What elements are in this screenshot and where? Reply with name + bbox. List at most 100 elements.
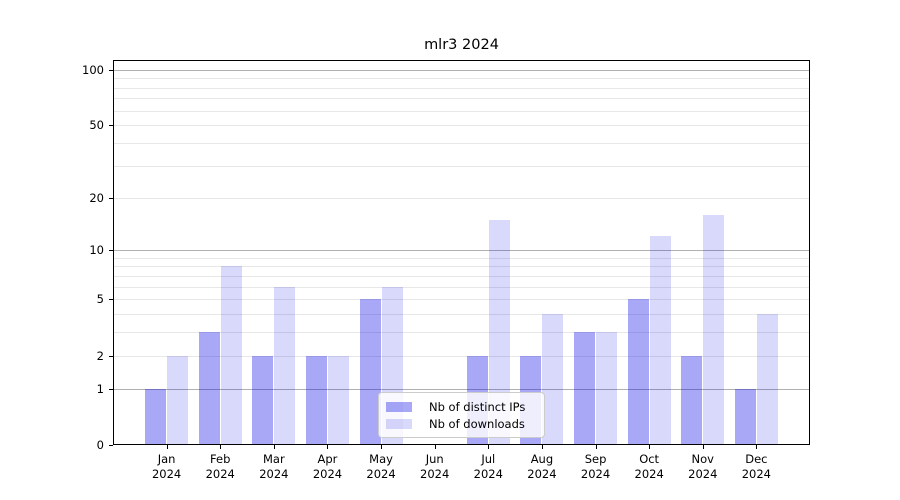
y-tick-label-10: 10 [89, 243, 104, 258]
x-tick-month-jul: Jul [481, 452, 496, 466]
x-tick-mark-jun [434, 445, 436, 449]
bar-downloads-nov [703, 214, 725, 444]
x-tick-label-jan: Jan 2024 [137, 452, 197, 481]
x-tick-label-aug: Aug 2024 [512, 452, 572, 481]
bar-distinct-ips-oct [627, 299, 649, 444]
y-tick-mark-20 [109, 197, 113, 199]
legend-item-distinct-ips: Nb of distinct IPs [386, 398, 535, 415]
x-tick-label-mar: Mar 2024 [244, 452, 304, 481]
gridline-minor-6 [114, 286, 809, 288]
y-tick-label-50: 50 [89, 118, 104, 133]
x-tick-label-nov: Nov 2024 [673, 452, 733, 481]
x-tick-label-oct: Oct 2024 [619, 452, 679, 481]
gridline-minor-40 [114, 143, 809, 145]
gridline-minor-4 [114, 314, 809, 316]
bar-distinct-ips-feb [198, 332, 220, 444]
y-tick-label-5: 5 [96, 292, 104, 307]
gridline-minor-9 [114, 257, 809, 259]
gridline-minor-2 [114, 355, 809, 357]
y-tick-mark-0 [109, 445, 113, 446]
x-tick-month-jun: Jun [425, 452, 444, 466]
gridline-minor-7 [114, 275, 809, 277]
bar-downloads-dec [756, 314, 778, 444]
legend-swatch-distinct-ips [386, 401, 412, 412]
x-tick-label-may: May 2024 [351, 452, 411, 481]
x-tick-year-jan: 2024 [151, 466, 182, 481]
bar-downloads-feb [220, 266, 242, 444]
x-tick-year-sep: 2024 [580, 466, 611, 481]
bar-distinct-ips-mar [252, 355, 274, 444]
y-tick-label-1: 1 [96, 381, 104, 396]
x-tick-month-feb: Feb [210, 452, 231, 466]
bar-downloads-apr [327, 355, 349, 444]
bar-downloads-aug [542, 314, 564, 444]
gridline-major-1 [114, 388, 809, 390]
bar-downloads-jan [167, 355, 189, 444]
x-tick-year-dec: 2024 [741, 466, 772, 481]
x-tick-year-aug: 2024 [527, 466, 557, 481]
gridline-minor-60 [114, 110, 809, 112]
x-tick-mark-aug [541, 445, 543, 449]
x-tick-label-apr: Apr 2024 [297, 452, 357, 481]
x-tick-label-jul: Jul 2024 [458, 452, 518, 481]
x-tick-mark-may [381, 445, 383, 449]
chart-title: mlr3 2024 [424, 37, 499, 53]
x-tick-month-mar: Mar [262, 452, 285, 466]
bar-distinct-ips-jan [145, 388, 167, 444]
x-tick-month-sep: Sep [584, 452, 607, 466]
gridline-minor-80 [114, 87, 809, 89]
x-tick-month-dec: Dec [745, 452, 768, 466]
legend-label-distinct-ips: Nb of distinct IPs [429, 399, 526, 414]
bar-distinct-ips-sep [574, 332, 596, 444]
bar-downloads-jul [488, 219, 510, 444]
bar-downloads-oct [649, 236, 671, 444]
y-tick-mark-50 [109, 125, 113, 127]
x-tick-year-oct: 2024 [634, 466, 664, 481]
x-tick-label-feb: Feb 2024 [190, 452, 250, 481]
x-tick-month-nov: Nov [691, 452, 714, 466]
x-tick-year-nov: 2024 [688, 466, 718, 481]
x-tick-mark-dec [756, 445, 758, 449]
gridline-major-100 [114, 69, 809, 71]
y-tick-mark-10 [109, 250, 113, 252]
x-tick-month-jan: Jan [157, 452, 176, 466]
y-tick-label-100: 100 [82, 62, 104, 77]
gridline-minor-8 [114, 266, 809, 268]
bar-distinct-ips-dec [734, 388, 756, 444]
x-tick-mark-sep [595, 445, 597, 449]
x-tick-mark-feb [220, 445, 222, 449]
x-tick-mark-mar [273, 445, 275, 449]
y-tick-label-20: 20 [89, 190, 104, 205]
x-tick-year-feb: 2024 [205, 466, 235, 481]
x-tick-label-sep: Sep 2024 [566, 452, 626, 481]
bar-distinct-ips-nov [681, 355, 703, 444]
x-tick-mark-apr [327, 445, 329, 449]
legend-label-downloads: Nb of downloads [429, 416, 525, 431]
x-tick-year-may: 2024 [366, 466, 396, 481]
x-tick-year-jun: 2024 [420, 466, 450, 481]
y-tick-mark-5 [109, 299, 113, 301]
gridline-minor-5 [114, 299, 809, 301]
x-tick-mark-nov [702, 445, 704, 449]
x-tick-month-aug: Aug [530, 452, 554, 466]
x-tick-label-jun: Jun 2024 [405, 452, 465, 481]
legend: Nb of distinct IPs Nb of downloads [378, 392, 545, 438]
legend-swatch-downloads [386, 418, 412, 429]
x-tick-year-jul: 2024 [473, 466, 503, 481]
gridline-minor-20 [114, 197, 809, 199]
bar-distinct-ips-may [359, 299, 381, 444]
y-tick-label-0: 0 [96, 438, 104, 452]
x-tick-label-dec: Dec 2024 [726, 452, 786, 481]
y-tick-mark-100 [109, 69, 113, 71]
x-tick-mark-oct [649, 445, 651, 449]
y-tick-mark-2 [109, 355, 113, 357]
bar-downloads-sep [596, 332, 618, 444]
y-tick-mark-1 [109, 388, 113, 390]
x-tick-mark-jul [488, 445, 490, 449]
gridline-minor-90 [114, 78, 809, 80]
y-tick-label-2: 2 [96, 348, 104, 363]
gridline-minor-30 [114, 165, 809, 167]
x-tick-month-apr: Apr [317, 452, 338, 466]
x-tick-month-oct: Oct [639, 452, 660, 466]
